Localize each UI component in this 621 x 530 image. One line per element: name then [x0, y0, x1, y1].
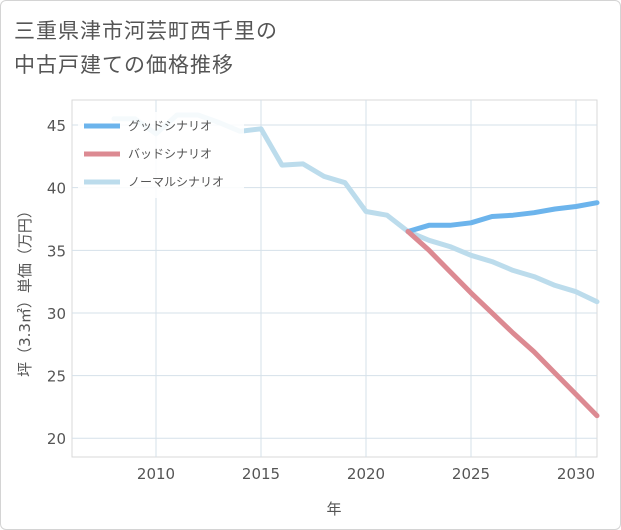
series-line-0 — [405, 200, 600, 234]
x-tick-label: 2010 — [137, 465, 175, 483]
y-tick-label: 45 — [47, 117, 66, 135]
y-tick-label: 25 — [47, 368, 66, 386]
x-axis-label: 年 — [326, 500, 341, 518]
y-tick-labels: 20 25 30 35 40 45 — [47, 117, 66, 448]
y-tick-label: 20 — [47, 430, 66, 448]
x-tick-label: 2025 — [452, 465, 490, 483]
x-tick-label: 2015 — [242, 465, 280, 483]
y-tick-label: 30 — [47, 305, 66, 323]
y-tick-label: 35 — [47, 242, 66, 260]
chart-title: 三重県津市河芸町西千里の 中古戸建ての価格推移 — [14, 14, 278, 82]
y-axis-label: 坪（3.3㎡）単価（万円） — [16, 203, 34, 377]
x-tick-labels: 2010 2015 2020 2025 2030 — [137, 465, 595, 483]
x-tick-label: 2020 — [347, 465, 385, 483]
legend-label-0: グッドシナリオ — [128, 119, 212, 133]
chart-title-line-1: 三重県津市河芸町西千里の — [14, 19, 278, 43]
grid-lines — [72, 100, 597, 457]
y-tick-label: 40 — [47, 180, 66, 198]
legend-label-2: ノーマルシナリオ — [128, 175, 224, 189]
legend-label-1: バッドシナリオ — [128, 147, 212, 161]
chart-title-line-2: 中古戸建ての価格推移 — [14, 53, 234, 77]
series-line-1 — [405, 229, 600, 419]
x-tick-label: 2030 — [557, 465, 595, 483]
